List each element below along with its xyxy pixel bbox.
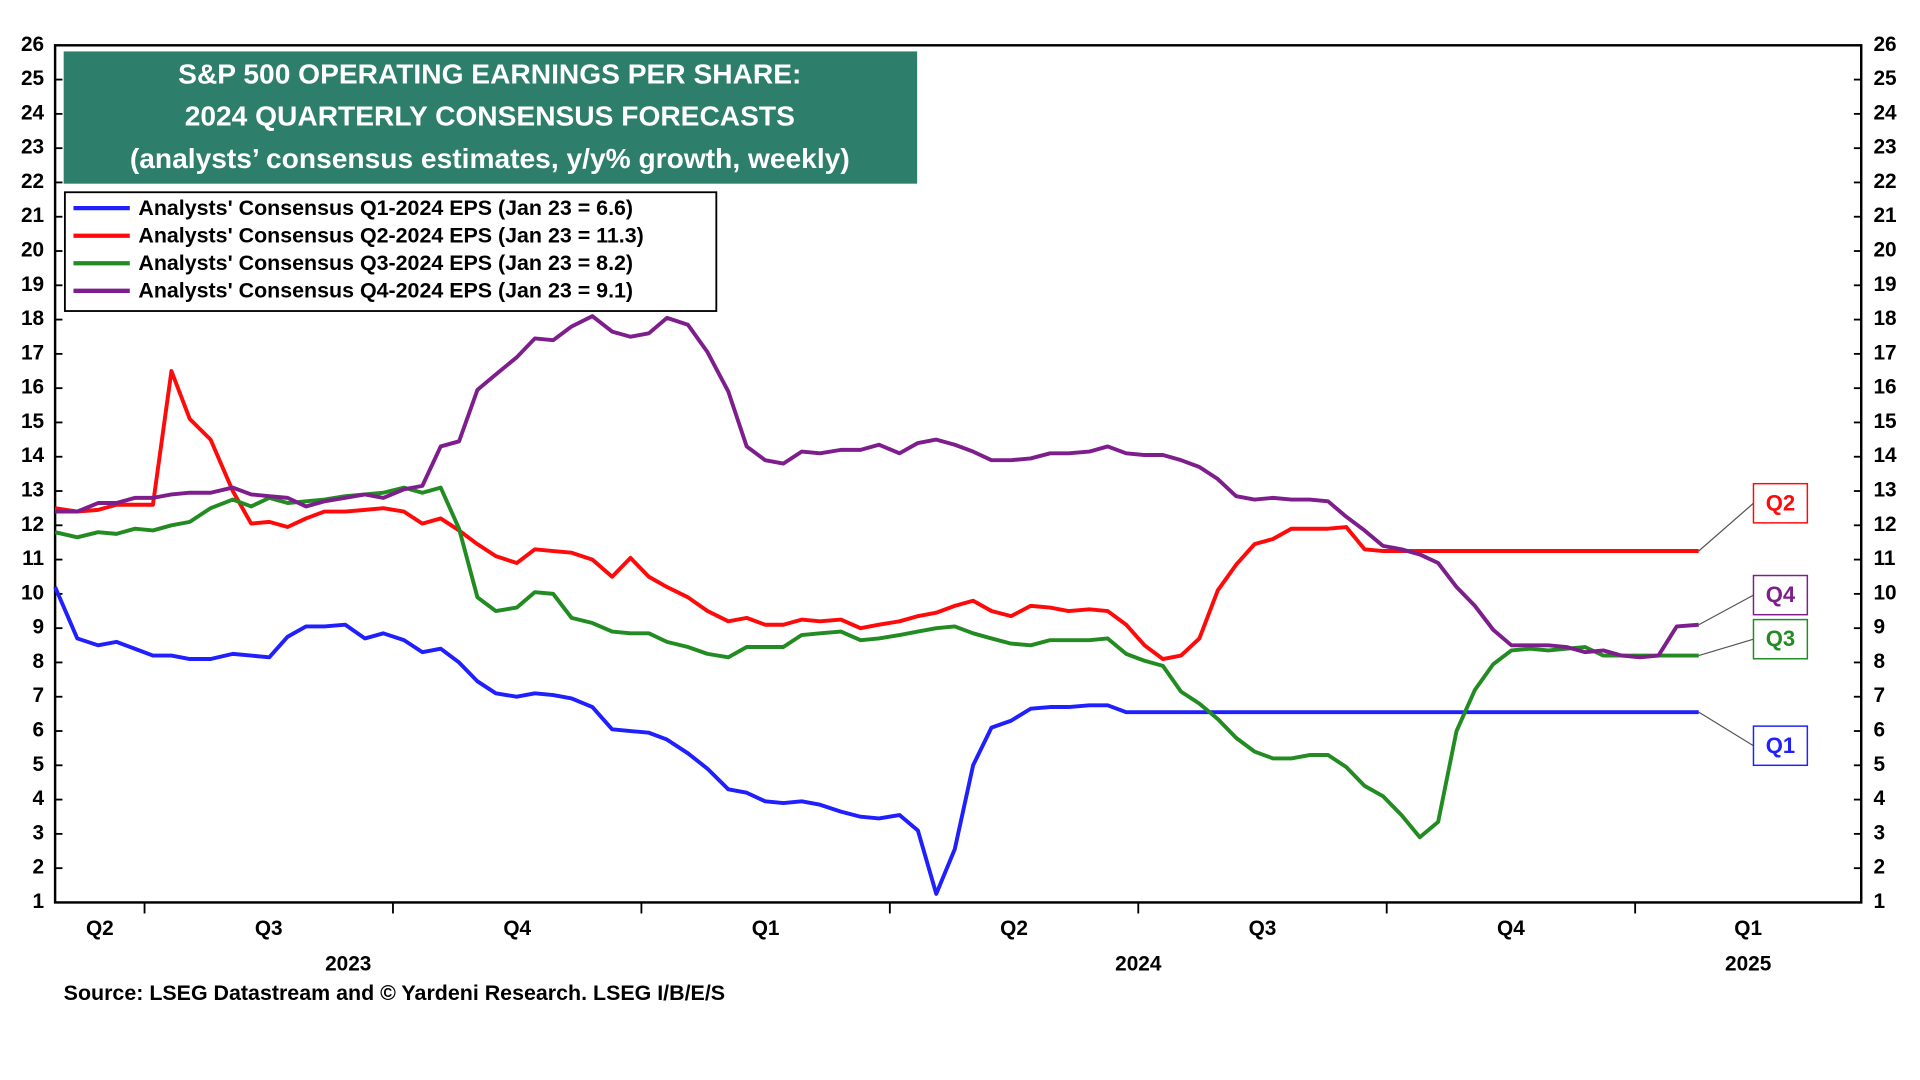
- callout-box: [1752, 482, 1809, 524]
- y-tick-label: 12: [21, 513, 44, 536]
- chart-title: S&P 500 OPERATING EARNINGS PER SHARE:: [178, 58, 801, 89]
- y-tick-label: 24: [21, 101, 45, 124]
- series-line: [53, 586, 1699, 896]
- legend-box: [63, 191, 718, 312]
- callout-box: [1752, 574, 1809, 616]
- y2-tick-label: 23: [1873, 136, 1896, 159]
- y-tick-label: 4: [33, 787, 45, 810]
- y2-tick-label: 6: [1873, 719, 1885, 742]
- y2-tick-label: 25: [1873, 67, 1896, 90]
- series-line: [54, 369, 1699, 661]
- x-tick-label: Q4: [503, 917, 531, 940]
- y-tick-label: 19: [21, 273, 44, 296]
- y2-tick-label: 4: [1873, 787, 1885, 810]
- y-tick-label: 14: [21, 444, 45, 467]
- callout-box: [1752, 618, 1809, 660]
- y-tick-label: 7: [33, 684, 45, 707]
- x-tick-label: Q1: [752, 917, 780, 940]
- year-label: 2025: [1725, 952, 1771, 975]
- y2-tick-label: 9: [1873, 616, 1885, 639]
- callout-label: Q4: [1766, 582, 1796, 607]
- legend-label: Analysts' Consensus Q3-2024 EPS (Jan 23 …: [138, 251, 633, 275]
- y2-tick-label: 8: [1873, 650, 1885, 673]
- plot-frame: [53, 44, 1863, 904]
- y-tick-label: 16: [21, 376, 44, 399]
- callout-leader: [1698, 502, 1754, 552]
- y-tick-label: 1: [33, 890, 45, 913]
- y2-tick-label: 7: [1873, 684, 1885, 707]
- callout-label: Q1: [1766, 733, 1795, 758]
- callout-leader: [1698, 638, 1754, 657]
- y2-tick-label: 21: [1873, 204, 1896, 227]
- y-tick-label: 25: [21, 67, 44, 90]
- y2-tick-label: 15: [1873, 410, 1896, 433]
- y-tick-label: 18: [21, 307, 44, 330]
- y-tick-label: 2: [33, 856, 45, 879]
- y2-tick-label: 24: [1873, 101, 1897, 124]
- callout-leader: [1698, 711, 1754, 747]
- y-tick-label: 8: [33, 650, 45, 673]
- callout-leader: [1698, 594, 1754, 626]
- y-tick-label: 17: [21, 341, 44, 364]
- callout-box: [1752, 725, 1809, 767]
- y2-tick-label: 1: [1873, 890, 1885, 913]
- y2-tick-label: 17: [1873, 341, 1896, 364]
- callout-label: Q3: [1766, 626, 1795, 651]
- y-tick-label: 6: [33, 719, 45, 742]
- y-tick-label: 13: [21, 479, 44, 502]
- y-tick-label: 26: [21, 33, 44, 56]
- y-tick-label: 15: [21, 410, 44, 433]
- y2-tick-label: 3: [1873, 821, 1885, 844]
- x-tick-label: Q1: [1734, 917, 1762, 940]
- legend-label: Analysts' Consensus Q1-2024 EPS (Jan 23 …: [138, 196, 633, 220]
- y2-tick-label: 26: [1873, 33, 1896, 56]
- y2-tick-label: 12: [1873, 513, 1896, 536]
- y2-tick-label: 19: [1873, 273, 1896, 296]
- y-tick-label: 22: [21, 170, 44, 193]
- y2-tick-label: 10: [1873, 581, 1896, 604]
- legend-label: Analysts' Consensus Q2-2024 EPS (Jan 23 …: [138, 224, 643, 248]
- source-note: Source: LSEG Datastream and © Yardeni Re…: [64, 981, 725, 1005]
- x-tick-label: Q3: [255, 917, 283, 940]
- y-tick-label: 3: [33, 821, 45, 844]
- y2-tick-label: 13: [1873, 479, 1896, 502]
- y2-tick-label: 2: [1873, 856, 1885, 879]
- y-tick-label: 10: [21, 581, 44, 604]
- y-tick-label: 20: [21, 239, 44, 262]
- x-tick-label: Q4: [1497, 917, 1525, 940]
- y2-tick-label: 20: [1873, 239, 1896, 262]
- y-tick-label: 21: [21, 204, 44, 227]
- y-tick-label: 23: [21, 136, 44, 159]
- y2-tick-label: 14: [1873, 444, 1897, 467]
- x-tick-label: Q3: [1249, 917, 1277, 940]
- y2-tick-label: 11: [1873, 547, 1895, 570]
- title-box: [63, 51, 918, 184]
- year-label: 2023: [325, 952, 371, 975]
- year-label: 2024: [1115, 952, 1162, 975]
- y2-tick-label: 22: [1873, 170, 1896, 193]
- x-tick-label: Q2: [86, 917, 114, 940]
- y-tick-label: 11: [22, 547, 44, 570]
- x-tick-label: Q2: [1000, 917, 1028, 940]
- legend-label: Analysts' Consensus Q4-2024 EPS (Jan 23 …: [138, 279, 633, 303]
- y2-tick-label: 5: [1873, 753, 1885, 776]
- chart-title: (analysts’ consensus estimates, y/y% gro…: [130, 143, 850, 174]
- y-tick-label: 9: [33, 616, 45, 639]
- chart-title: 2024 QUARTERLY CONSENSUS FORECASTS: [185, 101, 795, 132]
- series-line: [55, 314, 1699, 660]
- y-tick-label: 5: [33, 753, 45, 776]
- callout-label: Q2: [1766, 490, 1795, 515]
- y2-tick-label: 18: [1873, 307, 1896, 330]
- y2-tick-label: 16: [1873, 376, 1896, 399]
